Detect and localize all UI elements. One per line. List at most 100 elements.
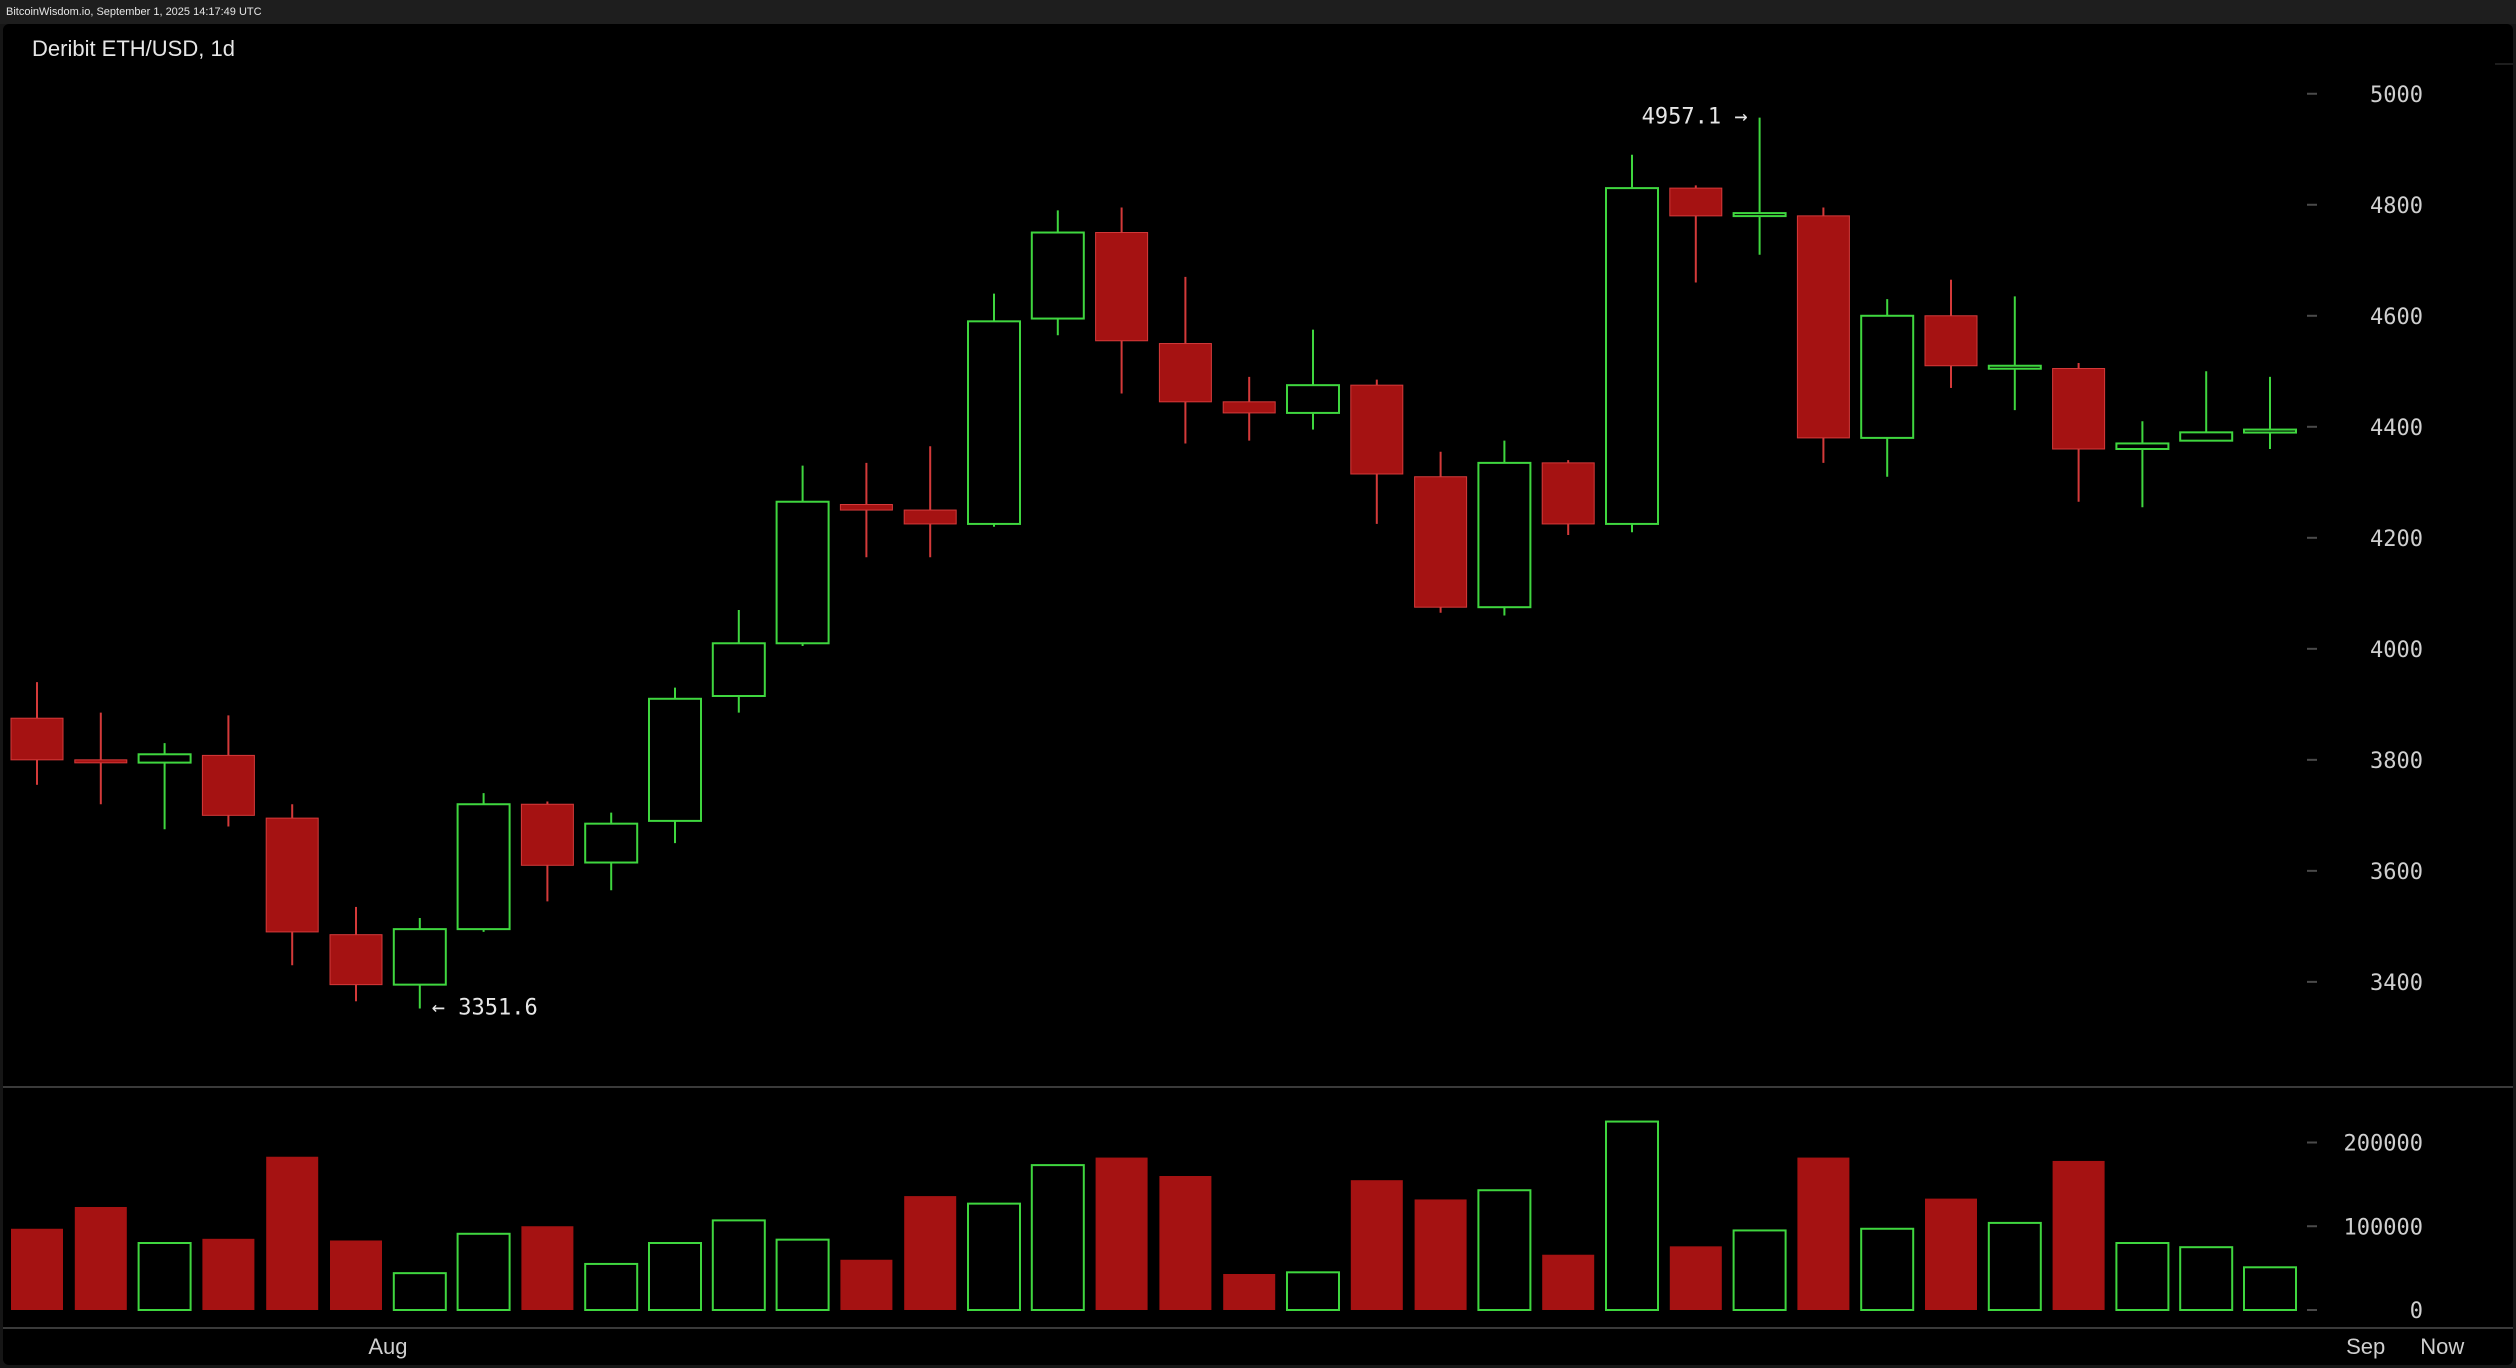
volume-bar-down <box>1925 1198 1977 1310</box>
candle-body-down <box>2052 368 2106 450</box>
panel-separators <box>3 63 2513 1329</box>
volume-bar-up <box>2115 1242 2170 1311</box>
candle-body-down <box>1095 232 1149 342</box>
extreme-price-label: ← 3351.6 <box>432 996 538 1021</box>
volume-bar-up <box>711 1219 766 1311</box>
candle-body-up <box>2115 442 2170 450</box>
candle-body-down <box>329 934 383 986</box>
candle-body-up <box>1477 461 1532 609</box>
candle-body-down <box>1414 476 1468 608</box>
volume-tick-label: 0 <box>2410 1299 2423 1324</box>
candle-body-up <box>1860 314 1915 439</box>
volume-bar-down <box>904 1196 957 1310</box>
candle-body-up <box>1987 364 2042 370</box>
volume-bar-down <box>1414 1199 1467 1310</box>
candle-body-up <box>2179 431 2234 442</box>
price-tick-label: 4800 <box>2370 194 2423 219</box>
candle-body-down <box>520 803 574 866</box>
volume-bar-up <box>392 1272 447 1312</box>
volume-bar-down <box>2052 1160 2105 1310</box>
chart-title: Deribit ETH/USD, 1d <box>32 36 235 61</box>
volume-bar-up <box>1860 1227 1915 1311</box>
volume-bar-up <box>456 1232 511 1311</box>
candle-body-up <box>711 642 766 698</box>
volume-bar-up <box>967 1202 1021 1311</box>
price-tick-label: 5000 <box>2370 83 2423 108</box>
volume-tick-label: 100000 <box>2344 1215 2423 1240</box>
volume-bar-up <box>1030 1164 1085 1312</box>
price-tick-label: 4400 <box>2370 416 2423 441</box>
volume-bar-down <box>840 1259 893 1310</box>
candle-body-up <box>137 753 192 764</box>
volume-bar-up <box>1732 1229 1787 1311</box>
volume-bar-down <box>1669 1246 1722 1310</box>
candle-body-down <box>1669 187 1723 217</box>
candle-body-up <box>1286 384 1340 414</box>
time-tick-label: Sep <box>2346 1334 2385 1359</box>
volume-bar-up <box>1477 1189 1532 1312</box>
source-timestamp: BitcoinWisdom.io, September 1, 2025 14:1… <box>0 0 2516 24</box>
volume-bar-down <box>74 1206 127 1310</box>
candlestick-chart: 3400 3600 3800 4000 4200 4400 4600 4800 5000 0 10… <box>3 63 2513 1359</box>
candle-body-up <box>584 822 639 864</box>
volume-bar-down <box>1350 1180 1403 1310</box>
time-tick-label: Now <box>2420 1334 2464 1359</box>
candle-body-down <box>201 754 255 816</box>
candles <box>10 117 2297 1009</box>
price-tick-label: 3600 <box>2370 860 2423 885</box>
volume-bar-down <box>1542 1254 1595 1310</box>
volume-bar-down <box>202 1238 255 1310</box>
volume-bar-down <box>521 1226 574 1310</box>
candle-body-down <box>265 817 319 933</box>
chart-frame: 3400 3600 3800 4000 4200 4400 4600 4800 5000 0 10… <box>3 24 2513 1365</box>
price-tick-label: 3800 <box>2370 749 2423 774</box>
volume-bar-down <box>1223 1273 1276 1310</box>
volume-bar-up <box>584 1262 639 1311</box>
volume-bar-down <box>330 1240 382 1310</box>
volume-axis: 0 100000 200000 <box>2307 1132 2423 1324</box>
candle-body-up <box>392 928 447 986</box>
volume-bar-down <box>11 1228 63 1310</box>
candle-body-down <box>1222 401 1276 414</box>
time-axis: Aug Sep Now <box>368 1334 2464 1359</box>
volume-bars <box>11 1120 2297 1312</box>
volume-bar-up <box>1987 1221 2042 1312</box>
volume-bar-up <box>1286 1271 1340 1311</box>
candle-body-down <box>1158 343 1212 403</box>
volume-bar-up <box>2243 1266 2297 1311</box>
candle-body-up <box>1030 231 1085 320</box>
candle-body-down <box>1350 384 1404 475</box>
volume-bar-down <box>1159 1176 1212 1310</box>
price-tick-label: 4000 <box>2370 638 2423 663</box>
volume-bar-down <box>1095 1157 1148 1310</box>
volume-bar-up <box>775 1238 830 1312</box>
candle-body-up <box>648 697 702 822</box>
volume-bar-down <box>266 1156 319 1310</box>
price-tick-label: 3400 <box>2370 971 2423 996</box>
candle-body-up <box>456 803 511 931</box>
volume-bar-up <box>137 1242 192 1311</box>
annotations: 4957.1 → ← 3351.6 <box>432 105 1748 1021</box>
candle-body-up <box>1605 187 1659 525</box>
candle-body-down <box>1924 315 1978 367</box>
time-tick-label: Aug <box>368 1334 407 1359</box>
price-tick-label: 4200 <box>2370 527 2423 552</box>
candle-body-down <box>1796 215 1850 439</box>
volume-bar-up <box>648 1242 702 1311</box>
candle-body-up <box>967 320 1021 525</box>
candle-body-down <box>903 509 957 525</box>
candle-body-up <box>1732 212 1787 218</box>
candle-body-up <box>775 500 830 645</box>
volume-tick-label: 200000 <box>2344 1132 2423 1157</box>
candle-body-down <box>10 717 64 761</box>
candle-body-down <box>1541 462 1595 525</box>
price-tick-label: 4600 <box>2370 305 2423 330</box>
candle-body-up <box>2243 428 2297 434</box>
candle-body-down <box>839 504 893 511</box>
extreme-price-label: 4957.1 → <box>1642 105 1748 130</box>
price-axis: 3400 3600 3800 4000 4200 4400 4600 4800 5000 <box>2307 83 2423 996</box>
candle-body-down <box>74 759 128 764</box>
volume-bar-down <box>1797 1157 1850 1310</box>
volume-bar-up <box>1605 1120 1659 1311</box>
volume-bar-up <box>2179 1246 2234 1311</box>
